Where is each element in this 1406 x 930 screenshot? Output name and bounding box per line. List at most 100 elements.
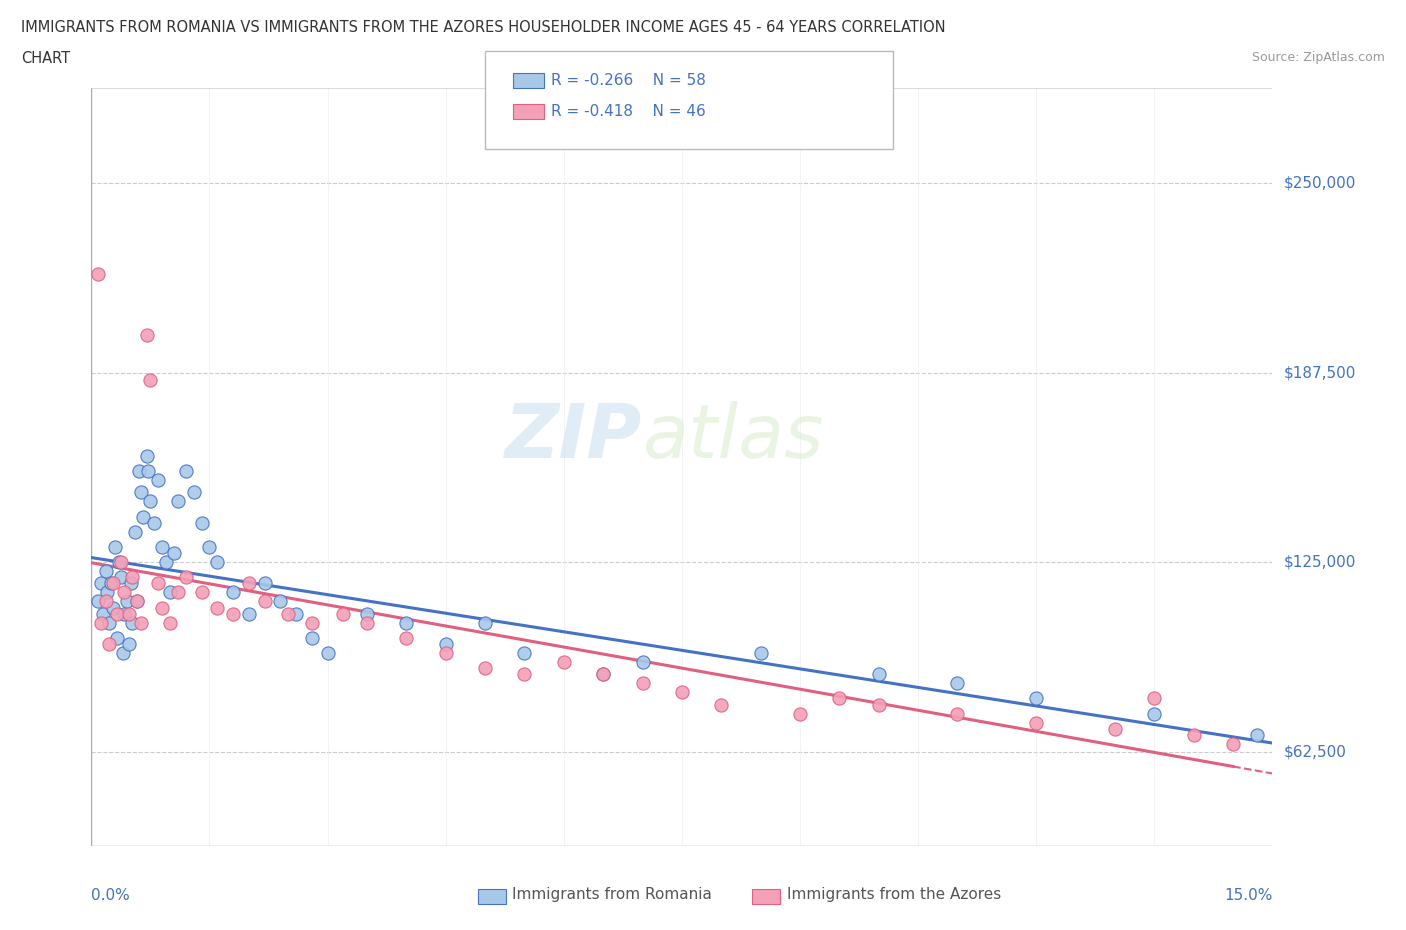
Point	[94, 594, 117, 609]
Point	[110, 554, 132, 569]
Point	[163, 546, 186, 561]
Point	[316, 645, 339, 660]
Point	[104, 539, 127, 554]
Point	[86, 267, 108, 282]
Point	[277, 606, 299, 621]
Point	[198, 539, 221, 554]
Point	[1222, 737, 1244, 751]
Point	[97, 616, 120, 631]
Point	[253, 594, 276, 609]
Point	[301, 616, 323, 631]
Text: IMMIGRANTS FROM ROMANIA VS IMMIGRANTS FROM THE AZORES HOUSEHOLDER INCOME AGES 45: IMMIGRANTS FROM ROMANIA VS IMMIGRANTS FR…	[21, 20, 946, 35]
Point	[434, 645, 457, 660]
Point	[553, 655, 575, 670]
Point	[136, 464, 159, 479]
Point	[238, 576, 260, 591]
Point	[671, 685, 693, 700]
Text: Immigrants from the Azores: Immigrants from the Azores	[787, 887, 1001, 902]
Point	[631, 655, 654, 670]
Point	[115, 594, 138, 609]
Point	[1143, 706, 1166, 721]
Point	[269, 594, 291, 609]
Text: ZIP: ZIP	[505, 401, 643, 473]
Point	[105, 606, 128, 621]
Text: Immigrants from Romania: Immigrants from Romania	[512, 887, 711, 902]
Point	[131, 509, 153, 524]
Point	[114, 585, 136, 600]
Text: $62,500: $62,500	[1284, 744, 1347, 759]
Point	[110, 570, 132, 585]
Point	[946, 676, 969, 691]
Text: $125,000: $125,000	[1284, 554, 1357, 569]
Point	[120, 576, 142, 591]
Point	[111, 645, 134, 660]
Point	[434, 636, 457, 651]
Point	[139, 373, 162, 388]
Point	[190, 585, 212, 600]
Point	[135, 327, 157, 342]
Point	[143, 515, 166, 530]
Text: atlas: atlas	[643, 401, 824, 473]
Point	[159, 616, 181, 631]
Point	[114, 606, 136, 621]
Point	[121, 570, 143, 585]
Point	[150, 600, 173, 615]
Point	[828, 691, 851, 706]
Point	[1104, 722, 1126, 737]
Point	[128, 464, 150, 479]
Point	[356, 616, 378, 631]
Point	[207, 554, 229, 569]
Point	[94, 564, 117, 578]
Point	[135, 448, 157, 463]
Text: Source: ZipAtlas.com: Source: ZipAtlas.com	[1251, 51, 1385, 64]
Point	[1025, 691, 1047, 706]
Point	[395, 616, 418, 631]
Point	[513, 645, 536, 660]
Point	[222, 585, 245, 600]
Point	[150, 539, 173, 554]
Text: CHART: CHART	[21, 51, 70, 66]
Point	[946, 706, 969, 721]
Point	[253, 576, 276, 591]
Point	[592, 667, 614, 682]
Point	[125, 594, 148, 609]
Point	[190, 515, 212, 530]
Point	[129, 616, 152, 631]
Point	[207, 600, 229, 615]
Point	[96, 585, 118, 600]
Text: 0.0%: 0.0%	[91, 888, 131, 903]
Point	[174, 570, 197, 585]
Text: R = -0.418    N = 46: R = -0.418 N = 46	[551, 104, 706, 119]
Point	[90, 616, 112, 631]
Point	[474, 660, 496, 675]
Point	[121, 616, 143, 631]
Point	[183, 485, 205, 499]
Point	[159, 585, 181, 600]
Point	[124, 525, 146, 539]
Point	[631, 676, 654, 691]
Point	[222, 606, 245, 621]
Point	[97, 636, 120, 651]
Point	[139, 494, 162, 509]
Point	[174, 464, 197, 479]
Point	[125, 594, 148, 609]
Point	[108, 554, 131, 569]
Point	[474, 616, 496, 631]
Point	[167, 585, 190, 600]
Point	[90, 576, 112, 591]
Point	[148, 576, 170, 591]
Point	[118, 606, 141, 621]
Point	[103, 600, 125, 615]
Point	[395, 631, 418, 645]
Text: $250,000: $250,000	[1284, 176, 1357, 191]
Point	[332, 606, 354, 621]
Text: 15.0%: 15.0%	[1225, 888, 1272, 903]
Text: $187,500: $187,500	[1284, 365, 1357, 380]
Point	[105, 631, 128, 645]
Point	[1143, 691, 1166, 706]
Point	[1246, 727, 1268, 742]
Point	[91, 606, 114, 621]
Point	[710, 698, 733, 712]
Text: R = -0.266    N = 58: R = -0.266 N = 58	[551, 73, 706, 88]
Point	[868, 667, 890, 682]
